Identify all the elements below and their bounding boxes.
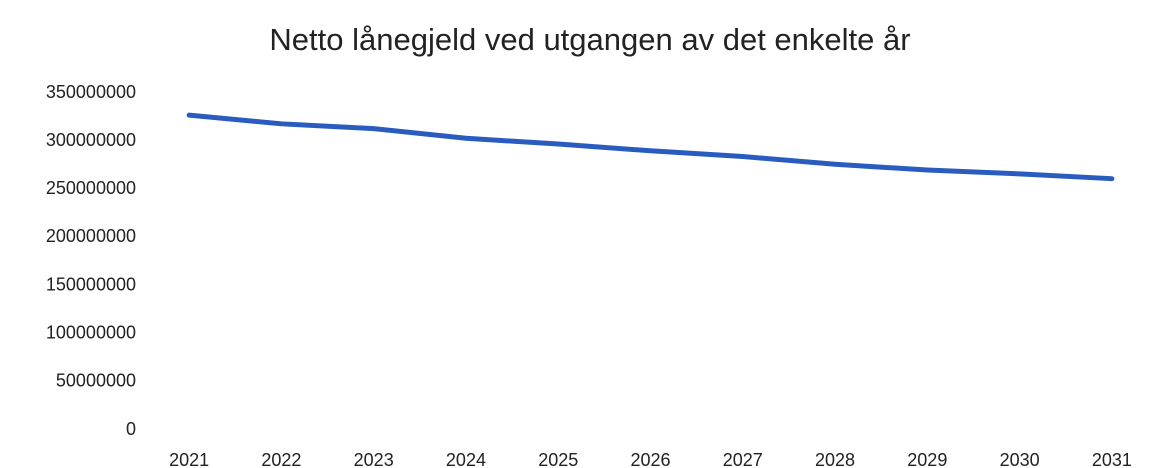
x-tick-label: 2029 (907, 450, 947, 468)
x-tick-label: 2024 (446, 450, 486, 468)
y-tick-label: 50000000 (56, 371, 136, 391)
x-tick-label: 2030 (1000, 450, 1040, 468)
y-tick-label: 300000000 (46, 130, 136, 150)
y-tick-label: 250000000 (46, 178, 136, 198)
y-tick-label: 150000000 (46, 274, 136, 294)
x-tick-label: 2025 (538, 450, 578, 468)
y-tick-label: 200000000 (46, 226, 136, 246)
x-tick-label: 2022 (261, 450, 301, 468)
y-tick-label: 350000000 (46, 82, 136, 102)
x-tick-label: 2027 (723, 450, 763, 468)
line (186, 112, 1115, 182)
chart-title: Netto lånegjeld ved utgangen av det enke… (269, 22, 910, 57)
y-tick-label: 100000000 (46, 322, 136, 342)
x-tick-label: 2028 (815, 450, 855, 468)
y-tick-label: 0 (126, 419, 136, 439)
x-tick-label: 2026 (630, 450, 670, 468)
x-tick-label: 2021 (169, 450, 209, 468)
x-tick-label: 2023 (354, 450, 394, 468)
x-tick-label: 2031 (1092, 450, 1132, 468)
